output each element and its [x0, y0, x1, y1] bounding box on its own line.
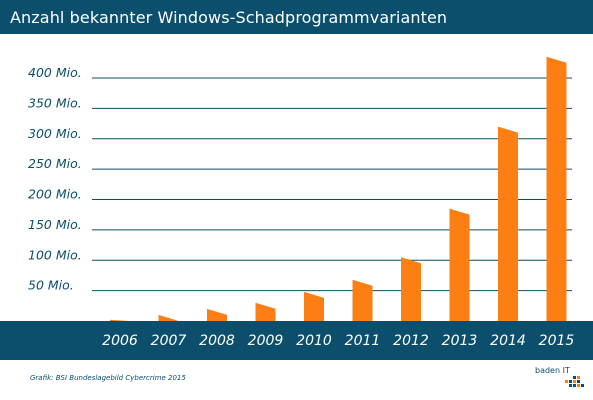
y-tick-labels: 50 Mio. 100 Mio. 150 Mio. 200 Mio. 250 Mio. 3…	[28, 65, 82, 293]
logo-text: baden IT	[535, 366, 570, 375]
x-tick-label: 2011	[345, 333, 381, 349]
bar-2009	[255, 302, 276, 321]
bar-2007	[158, 314, 179, 321]
x-tick-label: 2015	[539, 333, 575, 349]
bar-2006	[110, 319, 130, 321]
plot-area	[0, 34, 593, 321]
x-tick-labels: 2006 2007 2008 2009 2010 2011 2012 2013 2014 2015	[102, 333, 574, 349]
bar-2008	[207, 308, 227, 321]
axis-band	[0, 321, 593, 360]
x-tick-label: 2010	[296, 333, 332, 349]
x-tick-label: 2006	[102, 333, 138, 349]
y-tick-label: 100 Mio.	[28, 247, 82, 262]
bar-2013	[449, 208, 470, 321]
x-tick-label: 2009	[248, 333, 284, 349]
y-tick-label: 400 Mio.	[28, 65, 82, 80]
y-tick-label: 350 Mio.	[28, 95, 82, 110]
y-tick-label: 200 Mio.	[28, 187, 82, 202]
bar-2015	[546, 56, 567, 322]
baden-it-logo: baden IT	[535, 366, 585, 388]
header-band: Anzahl bekannter Windows-Schadprogrammva…	[0, 0, 593, 34]
logo-grid-icon	[565, 376, 584, 387]
y-tick-label: 300 Mio.	[28, 126, 82, 141]
y-tick-label: 250 Mio.	[28, 156, 82, 171]
x-tick-label: 2014	[490, 333, 526, 349]
bar-2010	[304, 291, 324, 321]
y-tick-label: 50 Mio.	[28, 278, 74, 293]
footer	[0, 360, 593, 400]
x-tick-label: 2012	[393, 333, 429, 349]
gridlines	[92, 77, 572, 292]
y-tick-label: 150 Mio.	[28, 217, 82, 232]
bars	[110, 56, 567, 322]
bar-2012	[401, 257, 421, 321]
chart-title: Anzahl bekannter Windows-Schadprogrammva…	[10, 8, 448, 27]
bar-2014	[498, 126, 518, 321]
source-note: Grafik: BSI Bundeslagebild Cybercrime 20…	[30, 374, 186, 382]
bar-2011	[352, 279, 373, 321]
x-tick-label: 2008	[199, 333, 235, 349]
x-tick-label: 2013	[442, 333, 478, 349]
x-tick-label: 2007	[151, 333, 187, 349]
